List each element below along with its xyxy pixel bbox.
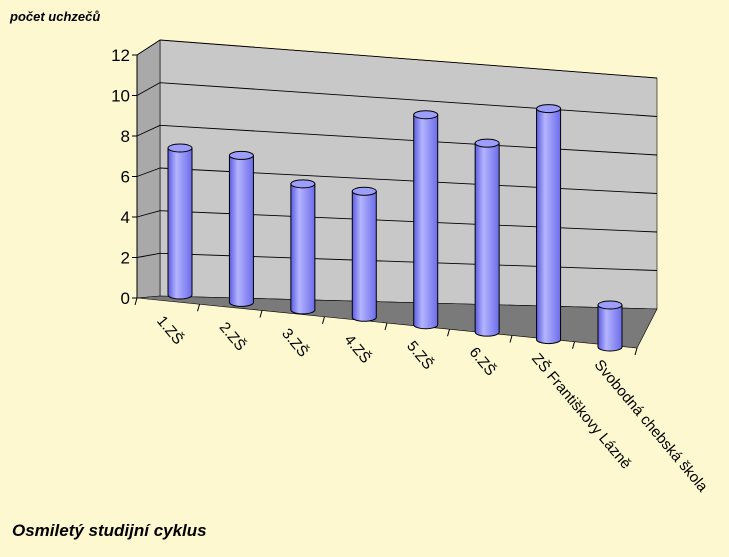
x-tick-label: 1.ZŠ: [153, 313, 186, 348]
bar-top: [167, 143, 193, 153]
y-axis-label: počet uchzečů: [10, 9, 101, 24]
x-tick: [134, 297, 138, 306]
x-tick: [447, 329, 450, 337]
bar-body: [167, 147, 193, 300]
y-tick-label: 6: [121, 168, 130, 187]
x-tick-label: 3.ZŠ: [278, 325, 311, 360]
x-tick: [259, 310, 263, 318]
bar-top: [351, 186, 377, 196]
bar-top: [597, 300, 623, 310]
bar-top: [474, 138, 500, 148]
gridline-side: [136, 167, 161, 177]
y-tick-label: 4: [121, 208, 130, 227]
bar-body: [351, 190, 377, 322]
x-tick-label: 6.ZŠ: [466, 344, 499, 379]
bar: [167, 143, 193, 300]
bar: [351, 186, 377, 322]
x-tick: [509, 335, 513, 343]
gridline-side: [136, 82, 161, 96]
x-tick-label: Svobodná chebská škola: [591, 357, 712, 496]
bar: [228, 150, 254, 307]
x-tick-label: ZŠ Františkovy Lázně: [528, 350, 634, 472]
bar-top: [413, 110, 439, 120]
x-tick-label: 4.ZŠ: [341, 332, 374, 367]
bar-body: [474, 142, 500, 337]
gridline-side: [136, 252, 161, 258]
x-tick: [572, 341, 575, 349]
x-tick-label: 5.ZŠ: [403, 338, 436, 373]
bar: [413, 110, 439, 330]
bar: [536, 104, 562, 345]
bar-top: [536, 104, 562, 114]
gridline-side: [136, 124, 161, 137]
bar-body: [413, 114, 439, 330]
x-tick: [322, 316, 325, 324]
gridline-side: [136, 39, 161, 56]
x-tick: [384, 322, 388, 331]
bar: [290, 179, 316, 315]
x-tick: [634, 347, 638, 356]
gridline-side: [136, 210, 161, 218]
bar: [474, 138, 500, 337]
bar-body: [597, 304, 623, 352]
y-tick-label: 8: [121, 127, 130, 146]
gridline: [159, 124, 658, 156]
y-tick-label: 10: [111, 87, 130, 106]
bar-body: [228, 154, 254, 307]
x-tick: [197, 304, 200, 312]
y-tick-label: 0: [121, 289, 130, 308]
bar: [597, 300, 623, 352]
bar-body: [536, 108, 562, 345]
x-tick-label: 2.ZŠ: [216, 319, 249, 354]
gridline: [159, 82, 658, 117]
chart-title: Osmiletý studijní cyklus: [12, 521, 207, 540]
y-tick-label: 2: [121, 249, 130, 268]
gridline: [159, 39, 658, 79]
bar-body: [290, 183, 316, 315]
bar-top: [290, 179, 316, 189]
y-tick-label: 12: [111, 46, 130, 65]
bar-top: [228, 150, 254, 160]
